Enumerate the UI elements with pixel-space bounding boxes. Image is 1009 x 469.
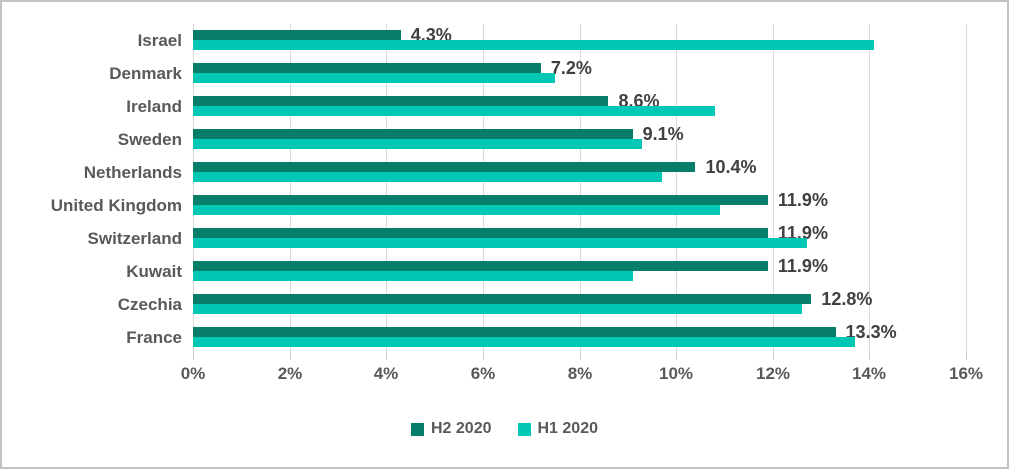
data-label: 13.3% xyxy=(845,322,897,342)
x-tick-label: 10% xyxy=(658,364,694,383)
category-axis: Israel Denmark Ireland Sweden Netherlands Uni… xyxy=(2,24,182,354)
x-tick-label: 0% xyxy=(180,364,206,383)
x-tick-label: 2% xyxy=(277,364,303,383)
bar-row: 12.8% xyxy=(193,288,966,321)
category-label: Israel xyxy=(137,31,182,50)
bar-h2-2020-ireland xyxy=(193,96,609,106)
value-axis: 0% 2% 4% 6% 8% 10% 12% 14% 16% xyxy=(181,364,983,390)
bar-h1-2020-kuwait xyxy=(193,271,633,281)
data-label: 11.9% xyxy=(777,190,828,210)
legend-swatch-icon xyxy=(411,422,424,436)
x-tick-label: 16% xyxy=(948,364,984,383)
x-tick-label: 6% xyxy=(470,364,496,383)
bar-h2-2020-denmark xyxy=(193,63,541,73)
category-label: Netherlands xyxy=(83,163,182,182)
gridline xyxy=(483,24,484,354)
axis-tick xyxy=(193,354,194,360)
data-label: 10.4% xyxy=(705,157,757,177)
legend: H2 2020 H1 2020 xyxy=(2,416,1007,442)
axis-tick xyxy=(290,354,291,360)
data-label: 12.8% xyxy=(821,289,873,309)
bar-h1-2020-united-kingdom xyxy=(193,205,720,215)
legend-item-h1-2020: H1 2020 xyxy=(517,420,599,438)
x-tick-label: 4% xyxy=(373,364,399,383)
gridline xyxy=(193,24,194,354)
gridline xyxy=(290,24,291,354)
bar-row: 8.6% xyxy=(193,90,966,123)
data-label: 9.1% xyxy=(642,124,684,144)
gridline xyxy=(869,24,870,354)
category-label: Kuwait xyxy=(126,262,182,281)
bar-h2-2020-united-kingdom xyxy=(193,195,768,205)
axis-tick xyxy=(773,354,774,360)
bar-h2-2020-sweden xyxy=(193,129,633,139)
category-label: France xyxy=(126,328,182,347)
category-label: Czechia xyxy=(117,295,182,314)
axis-tick xyxy=(483,354,484,360)
bar-h1-2020-israel xyxy=(193,40,875,50)
bar-row: 11.9% xyxy=(193,222,966,255)
plot-area: 4.3% 7.2% 8.6% 9.1% 10.4% 11.9% 11.9% 11.9% 12.8… xyxy=(193,24,967,360)
gridline xyxy=(966,24,967,354)
bar-h1-2020-ireland xyxy=(193,106,715,116)
bar-h2-2020-kuwait xyxy=(193,261,768,271)
category-label: Sweden xyxy=(117,130,182,149)
x-tick-label: 8% xyxy=(567,364,593,383)
bar-h2-2020-france xyxy=(193,327,836,337)
data-label: 7.2% xyxy=(550,58,592,78)
axis-tick xyxy=(676,354,677,360)
bar-h1-2020-denmark xyxy=(193,73,556,83)
bar-row: 10.4% xyxy=(193,156,966,189)
gridline xyxy=(580,24,581,354)
legend-label: H1 2020 xyxy=(537,420,599,437)
bar-row: 13.3% xyxy=(193,321,966,354)
bar-h2-2020-czechia xyxy=(193,294,812,304)
category-label: Ireland xyxy=(126,97,182,116)
bar-row: 4.3% xyxy=(193,24,966,57)
bar-h2-2020-netherlands xyxy=(193,162,696,172)
axis-tick xyxy=(386,354,387,360)
axis-tick xyxy=(869,354,870,360)
legend-item-h2-2020: H2 2020 xyxy=(411,420,492,438)
gridline xyxy=(676,24,677,354)
bar-h1-2020-netherlands xyxy=(193,172,662,182)
gridline xyxy=(386,24,387,354)
legend-swatch-icon xyxy=(517,422,531,436)
data-label: 11.9% xyxy=(777,256,828,276)
x-tick-label: 14% xyxy=(851,364,887,383)
legend-label: H2 2020 xyxy=(431,420,492,437)
bar-h1-2020-switzerland xyxy=(193,238,807,248)
bar-h2-2020-switzerland xyxy=(193,228,768,238)
x-tick-label: 12% xyxy=(755,364,791,383)
bar-row: 7.2% xyxy=(193,57,966,90)
bar-row: 9.1% xyxy=(193,123,966,156)
axis-tick xyxy=(966,354,967,360)
bar-h1-2020-czechia xyxy=(193,304,802,314)
bar-h1-2020-france xyxy=(193,337,855,347)
category-label: Denmark xyxy=(109,64,182,83)
bar-row: 11.9% xyxy=(193,255,966,288)
bar-row: 11.9% xyxy=(193,189,966,222)
axis-tick xyxy=(580,354,581,360)
category-label: United Kingdom xyxy=(50,196,182,215)
category-label: Switzerland xyxy=(87,229,182,248)
bar-h2-2020-israel xyxy=(193,30,401,40)
gridline xyxy=(773,24,774,354)
bar-h1-2020-sweden xyxy=(193,139,643,149)
